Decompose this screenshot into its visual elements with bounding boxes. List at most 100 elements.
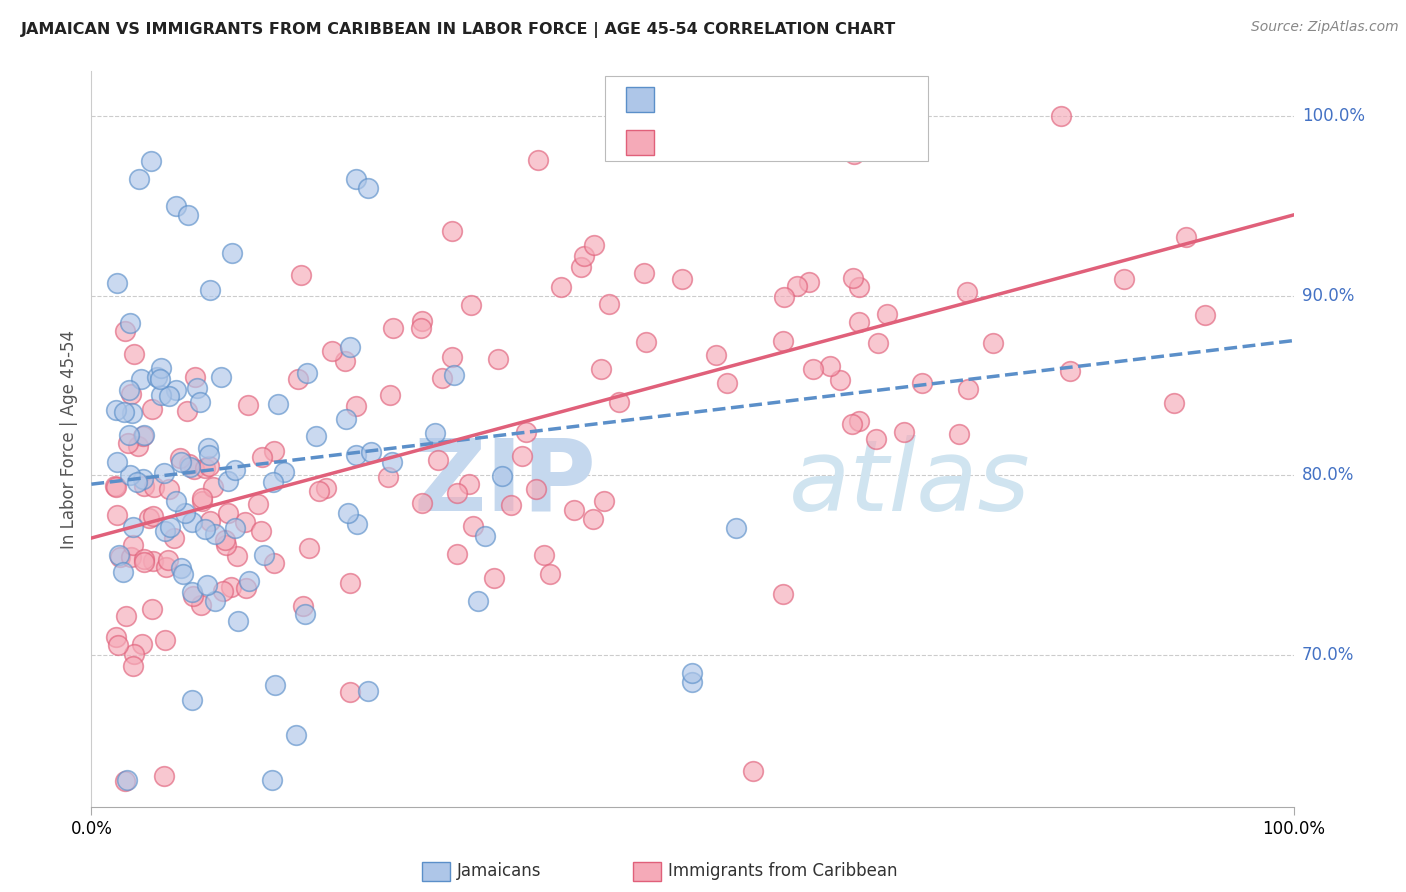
Point bbox=[1175, 229, 1198, 244]
Point bbox=[305, 428, 328, 442]
Point bbox=[607, 394, 630, 409]
Point bbox=[725, 521, 748, 535]
Point bbox=[198, 448, 221, 462]
Point bbox=[633, 266, 655, 280]
Point bbox=[132, 428, 155, 442]
Point bbox=[149, 388, 172, 402]
Point bbox=[149, 372, 172, 386]
Text: 100.0%: 100.0% bbox=[1302, 107, 1365, 125]
Point bbox=[217, 506, 239, 520]
Point bbox=[108, 548, 131, 562]
Point bbox=[263, 444, 285, 458]
Point bbox=[828, 373, 851, 387]
Point bbox=[848, 414, 870, 428]
Point bbox=[238, 574, 260, 588]
Point bbox=[114, 774, 136, 789]
Point bbox=[238, 398, 260, 412]
Point bbox=[190, 493, 212, 508]
Point bbox=[224, 521, 246, 535]
Point bbox=[212, 584, 235, 599]
Point bbox=[180, 585, 202, 599]
Point bbox=[339, 575, 361, 590]
Point bbox=[226, 549, 249, 564]
Point bbox=[461, 519, 484, 533]
Point bbox=[446, 547, 468, 561]
Point bbox=[377, 470, 399, 484]
Point bbox=[194, 522, 217, 536]
Point bbox=[179, 460, 201, 475]
Point bbox=[443, 368, 465, 382]
Point bbox=[956, 285, 979, 300]
Point bbox=[636, 335, 658, 350]
Point bbox=[132, 472, 155, 486]
Point bbox=[104, 479, 127, 493]
Point bbox=[382, 321, 405, 335]
Point bbox=[260, 773, 283, 788]
Point bbox=[170, 455, 193, 469]
Point bbox=[165, 199, 187, 213]
Point bbox=[197, 441, 219, 455]
Point bbox=[112, 405, 135, 419]
Point bbox=[893, 425, 915, 439]
Point bbox=[165, 494, 187, 508]
Point bbox=[157, 482, 180, 496]
Point bbox=[865, 432, 887, 446]
Point bbox=[1194, 308, 1216, 322]
Point bbox=[120, 467, 142, 482]
Point bbox=[180, 692, 202, 706]
Point bbox=[228, 614, 250, 628]
Point bbox=[125, 475, 148, 490]
Point bbox=[291, 599, 314, 613]
Point bbox=[876, 307, 898, 321]
Point bbox=[204, 526, 226, 541]
Point bbox=[183, 462, 205, 476]
Point bbox=[107, 638, 129, 652]
Point bbox=[169, 450, 191, 465]
Point bbox=[801, 362, 824, 376]
Point bbox=[181, 589, 204, 603]
Point bbox=[411, 313, 433, 327]
Point bbox=[446, 486, 468, 500]
Point bbox=[344, 448, 367, 462]
Point bbox=[357, 683, 380, 698]
Point bbox=[128, 172, 150, 186]
Point bbox=[118, 427, 141, 442]
Point bbox=[235, 582, 257, 596]
Text: 70.0%: 70.0% bbox=[1302, 646, 1354, 664]
Point bbox=[142, 480, 165, 494]
Point bbox=[457, 476, 479, 491]
Point bbox=[122, 648, 145, 662]
Point bbox=[538, 566, 561, 581]
Text: Jamaicans: Jamaicans bbox=[457, 863, 541, 880]
Point bbox=[782, 128, 804, 142]
Point bbox=[981, 335, 1004, 350]
Point bbox=[315, 482, 337, 496]
Point bbox=[346, 517, 368, 532]
Point bbox=[515, 425, 537, 439]
Point bbox=[339, 340, 361, 354]
Point bbox=[957, 382, 980, 396]
Point bbox=[233, 516, 256, 530]
Point bbox=[527, 153, 550, 167]
Point bbox=[214, 533, 236, 547]
Point bbox=[772, 587, 794, 601]
Point bbox=[830, 112, 852, 126]
Point bbox=[582, 512, 605, 526]
Point bbox=[170, 561, 193, 575]
Point bbox=[381, 455, 404, 469]
Point bbox=[159, 520, 181, 534]
Point bbox=[155, 559, 177, 574]
Point bbox=[142, 554, 165, 568]
Point bbox=[1114, 272, 1136, 286]
Point bbox=[411, 495, 433, 509]
Point bbox=[333, 353, 356, 368]
Point bbox=[409, 321, 432, 335]
Point bbox=[582, 238, 605, 252]
Point bbox=[186, 381, 208, 395]
Point bbox=[440, 224, 463, 238]
Point bbox=[198, 459, 221, 474]
Point bbox=[263, 556, 285, 570]
Point bbox=[294, 607, 316, 621]
Point bbox=[247, 498, 270, 512]
Point bbox=[127, 439, 149, 453]
